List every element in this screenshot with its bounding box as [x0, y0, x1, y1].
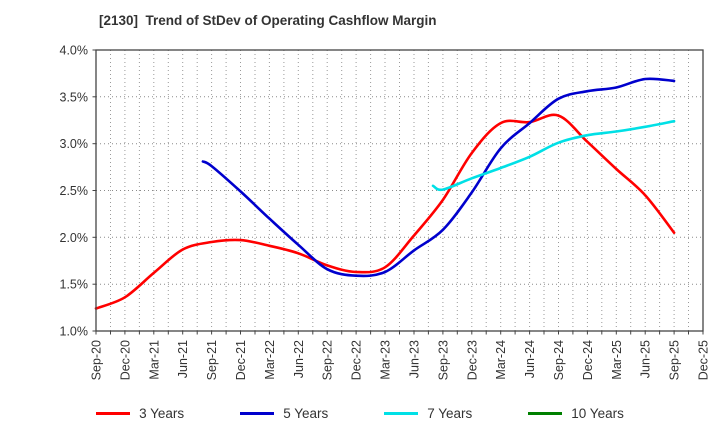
- y-tick-label: 3.0%: [60, 137, 89, 151]
- x-tick-label: Dec-24: [581, 340, 595, 380]
- x-tick-label: Jun-23: [408, 340, 422, 378]
- x-tick-label: Dec-25: [697, 340, 711, 380]
- plot-frame: [95, 49, 704, 332]
- legend-item-7-years: 7 Years: [384, 406, 472, 421]
- x-tick-label: Jun-24: [523, 340, 537, 378]
- legend: 3 Years 5 Years 7 Years 10 Years: [0, 406, 720, 421]
- x-tick-label: Jun-25: [639, 340, 653, 378]
- legend-line-icon: [96, 412, 131, 415]
- series-5-years: [201, 77, 676, 278]
- legend-label: 10 Years: [571, 406, 624, 421]
- x-tick-label: Sep-22: [321, 340, 335, 380]
- series-7-years: [431, 119, 676, 192]
- legend-line-icon: [240, 412, 275, 415]
- x-tick-label: Mar-21: [147, 340, 161, 380]
- legend-item-10-years: 10 Years: [528, 406, 624, 421]
- legend-line-icon: [528, 412, 563, 415]
- legend-item-3-years: 3 Years: [96, 406, 184, 421]
- x-tick-label: Sep-20: [90, 340, 104, 380]
- y-tick-label: 1.5%: [60, 278, 89, 292]
- chart-title: [2130] Trend of StDev of Operating Cashf…: [99, 13, 437, 28]
- y-tick-label: 4.0%: [60, 44, 89, 58]
- x-tick-label: Mar-24: [494, 340, 508, 380]
- x-tick-label: Jun-22: [292, 340, 306, 378]
- x-tick-label: Mar-25: [610, 340, 624, 380]
- legend-line-icon: [384, 412, 419, 415]
- x-tick-label: Mar-23: [379, 340, 393, 380]
- x-tick-label: Sep-24: [552, 340, 566, 380]
- x-tick-label: Dec-20: [118, 340, 132, 380]
- series-3-years: [94, 113, 676, 310]
- y-tick-label: 3.5%: [60, 90, 89, 104]
- y-tick-label: 2.5%: [60, 184, 89, 198]
- chart-plot: 4.0% 3.5% 3.0% 2.5% 2.0% 1.5% 1.0%Sep-20 Dec-20…: [60, 44, 711, 381]
- x-tick-label: Sep-21: [205, 340, 219, 380]
- x-tick-label: Sep-25: [668, 340, 682, 380]
- x-tick-label: Dec-23: [465, 340, 479, 380]
- x-tick-label: Mar-22: [263, 340, 277, 380]
- legend-label: 5 Years: [283, 406, 329, 421]
- x-tick-label: Jun-21: [176, 340, 190, 378]
- x-tick-label: Dec-22: [350, 340, 364, 380]
- y-tick-label: 2.0%: [60, 231, 89, 245]
- legend-label: 7 Years: [427, 406, 473, 421]
- x-tick-label: Dec-21: [234, 340, 248, 380]
- legend-item-5-years: 5 Years: [240, 406, 328, 421]
- x-tick-label: Sep-23: [436, 340, 450, 380]
- y-tick-label: 1.0%: [60, 325, 89, 339]
- legend-label: 3 Years: [139, 406, 185, 421]
